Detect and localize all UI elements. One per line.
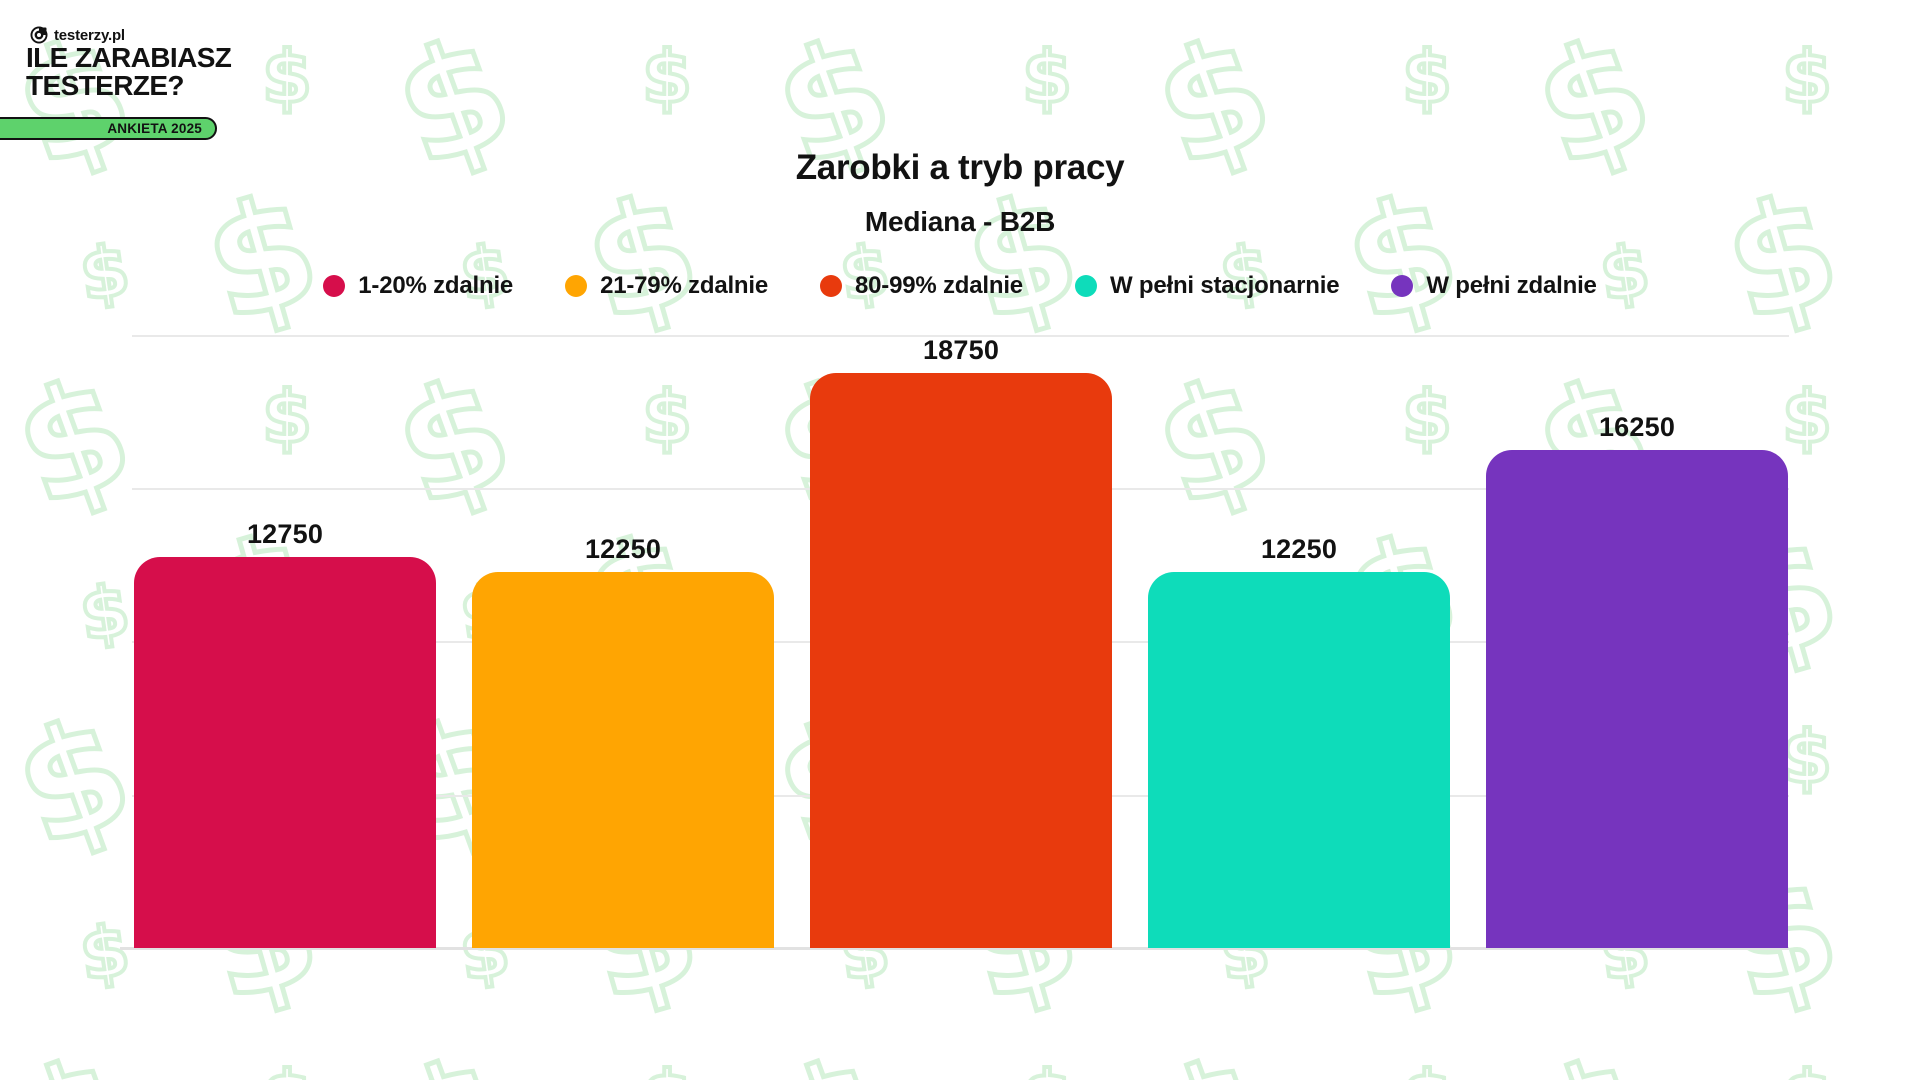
legend-item: 1-20% zdalnie	[323, 272, 513, 300]
legend-item: W pełni zdalnie	[1391, 272, 1597, 300]
legend-item: 80-99% zdalnie	[820, 272, 1023, 300]
bar	[1148, 572, 1450, 948]
legend-label: W pełni zdalnie	[1426, 272, 1597, 299]
legend-swatch	[820, 275, 843, 297]
bar	[810, 373, 1112, 948]
bar	[472, 572, 774, 948]
bar-value-label: 12250	[584, 534, 662, 565]
bar-value-label: 12250	[1260, 534, 1338, 565]
headline-line1: ILE ZARABIASZ	[26, 42, 232, 73]
bar-value-label: 18750	[922, 335, 1000, 365]
bar-value-label: 12750	[246, 519, 324, 549]
legend-swatch	[1391, 275, 1414, 297]
brand-name: testerzy.pl	[54, 26, 125, 44]
brand: testerzy.pl	[30, 26, 125, 44]
bar	[134, 557, 436, 948]
legend-item: W pełni stacjonarnie	[1074, 272, 1340, 300]
x-axis-line	[120, 946, 1789, 950]
headline-line2: TESTERZE?	[26, 70, 185, 101]
legend-swatch	[565, 275, 588, 297]
chart-subtitle: Mediana - B2B	[864, 206, 1056, 237]
testerzy-logo-icon	[30, 26, 48, 44]
bar	[1486, 449, 1788, 948]
survey-badge: ANKIETA 2025	[0, 117, 217, 140]
headline: ILE ZARABIASZ TESTERZE?	[26, 42, 232, 101]
chart-title: Zarobki a tryb pracy	[795, 148, 1125, 187]
gridline	[132, 334, 1789, 337]
chart-legend: 1-20% zdalnie 21-79% zdalnie 80-99% zdalni…	[0, 272, 1920, 300]
survey-badge-label: ANKIETA 2025	[107, 121, 202, 136]
legend-label: 1-20% zdalnie	[358, 272, 514, 299]
legend-label: 80-99% zdalnie	[855, 272, 1023, 299]
bar-value-label: 16250	[1598, 411, 1676, 442]
legend-label: 21-79% zdalnie	[600, 272, 769, 299]
legend-swatch	[1074, 275, 1097, 297]
legend-label: W pełni stacjonarnie	[1109, 272, 1340, 299]
legend-item: 21-79% zdalnie	[565, 272, 768, 300]
legend-swatch	[323, 275, 346, 297]
